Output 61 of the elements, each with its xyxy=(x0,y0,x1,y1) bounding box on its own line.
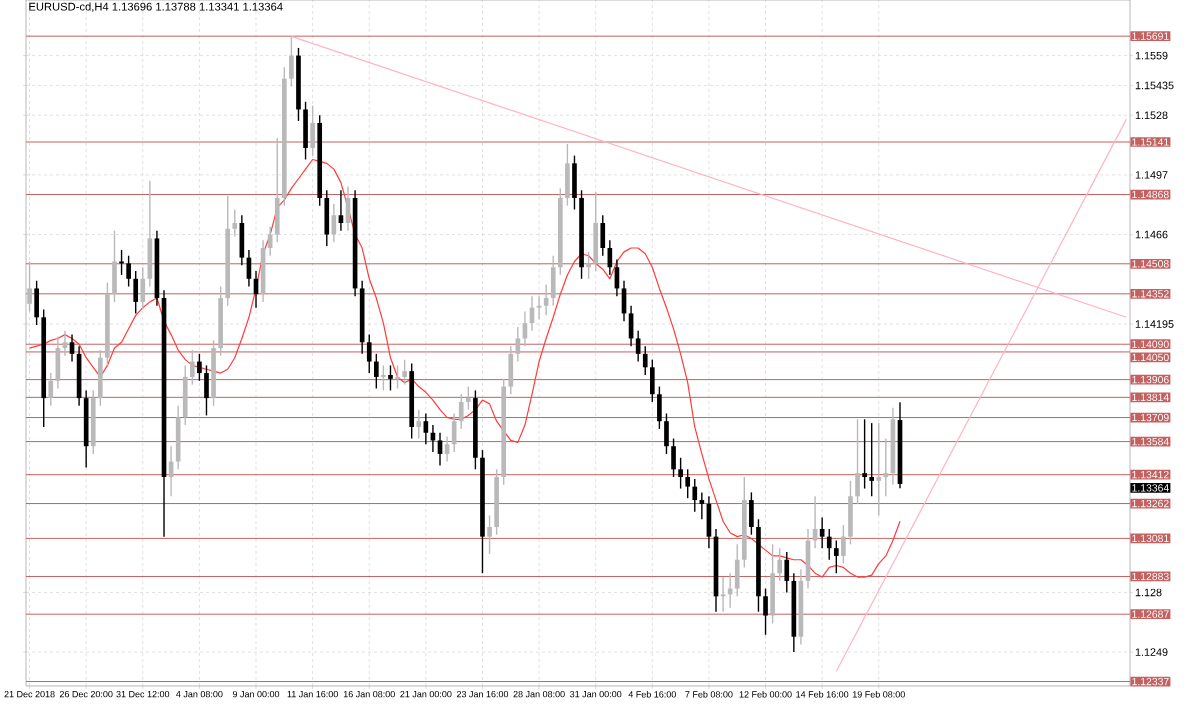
candlestick xyxy=(487,514,492,555)
candlestick xyxy=(126,255,131,288)
candlestick xyxy=(274,137,280,243)
candlestick xyxy=(366,333,372,374)
candlestick xyxy=(34,280,39,326)
candlestick xyxy=(586,251,591,280)
candlestick xyxy=(600,214,606,257)
candlestick xyxy=(841,524,846,565)
candlestick xyxy=(402,358,407,386)
candlestick xyxy=(119,249,124,276)
candlestick xyxy=(749,491,754,536)
candlestick xyxy=(692,478,698,513)
candlestick xyxy=(373,353,379,390)
candlestick xyxy=(197,353,202,382)
candlestick xyxy=(27,260,32,313)
candlestick xyxy=(593,191,599,272)
candlestick xyxy=(381,364,386,392)
candlestick xyxy=(657,385,662,430)
line-series xyxy=(28,158,901,578)
candlestick xyxy=(685,468,691,499)
candlestick xyxy=(416,408,422,440)
candlestick xyxy=(508,345,514,395)
candlestick xyxy=(182,364,188,426)
candlestick xyxy=(189,349,195,386)
candlestick xyxy=(734,543,740,597)
candlestick xyxy=(204,364,209,417)
candlestick xyxy=(232,208,238,238)
candlestick xyxy=(770,543,775,624)
candlestick xyxy=(140,266,146,311)
candlestick xyxy=(324,189,330,247)
candlestick xyxy=(458,393,464,430)
candlestick xyxy=(395,364,400,390)
candlestick xyxy=(465,385,471,411)
candlestick xyxy=(664,412,669,455)
candlestick xyxy=(48,372,54,407)
candlestick xyxy=(303,101,308,161)
candlestick xyxy=(848,480,853,546)
candlestick xyxy=(862,418,867,490)
candlestick xyxy=(388,364,393,392)
candlestick xyxy=(310,104,315,157)
candlestick xyxy=(133,270,139,315)
candlestick xyxy=(855,418,860,505)
candlestick xyxy=(97,349,103,407)
candlestick xyxy=(550,255,556,307)
candlestick xyxy=(671,437,676,478)
candlestick xyxy=(112,230,117,303)
candlestick xyxy=(565,143,570,207)
candlestick xyxy=(572,154,577,211)
candlestick xyxy=(784,551,790,594)
candlestick xyxy=(876,422,882,517)
candlestick xyxy=(642,345,648,376)
candlestick xyxy=(777,547,783,582)
candlestick xyxy=(833,539,839,574)
candlestick xyxy=(826,528,832,561)
candlestick xyxy=(649,358,655,403)
candlestick xyxy=(869,422,875,497)
candlestick xyxy=(678,457,683,490)
candlestick xyxy=(289,35,294,88)
candlestick xyxy=(175,405,181,471)
candlestick xyxy=(763,587,768,636)
candlestick xyxy=(267,226,273,257)
